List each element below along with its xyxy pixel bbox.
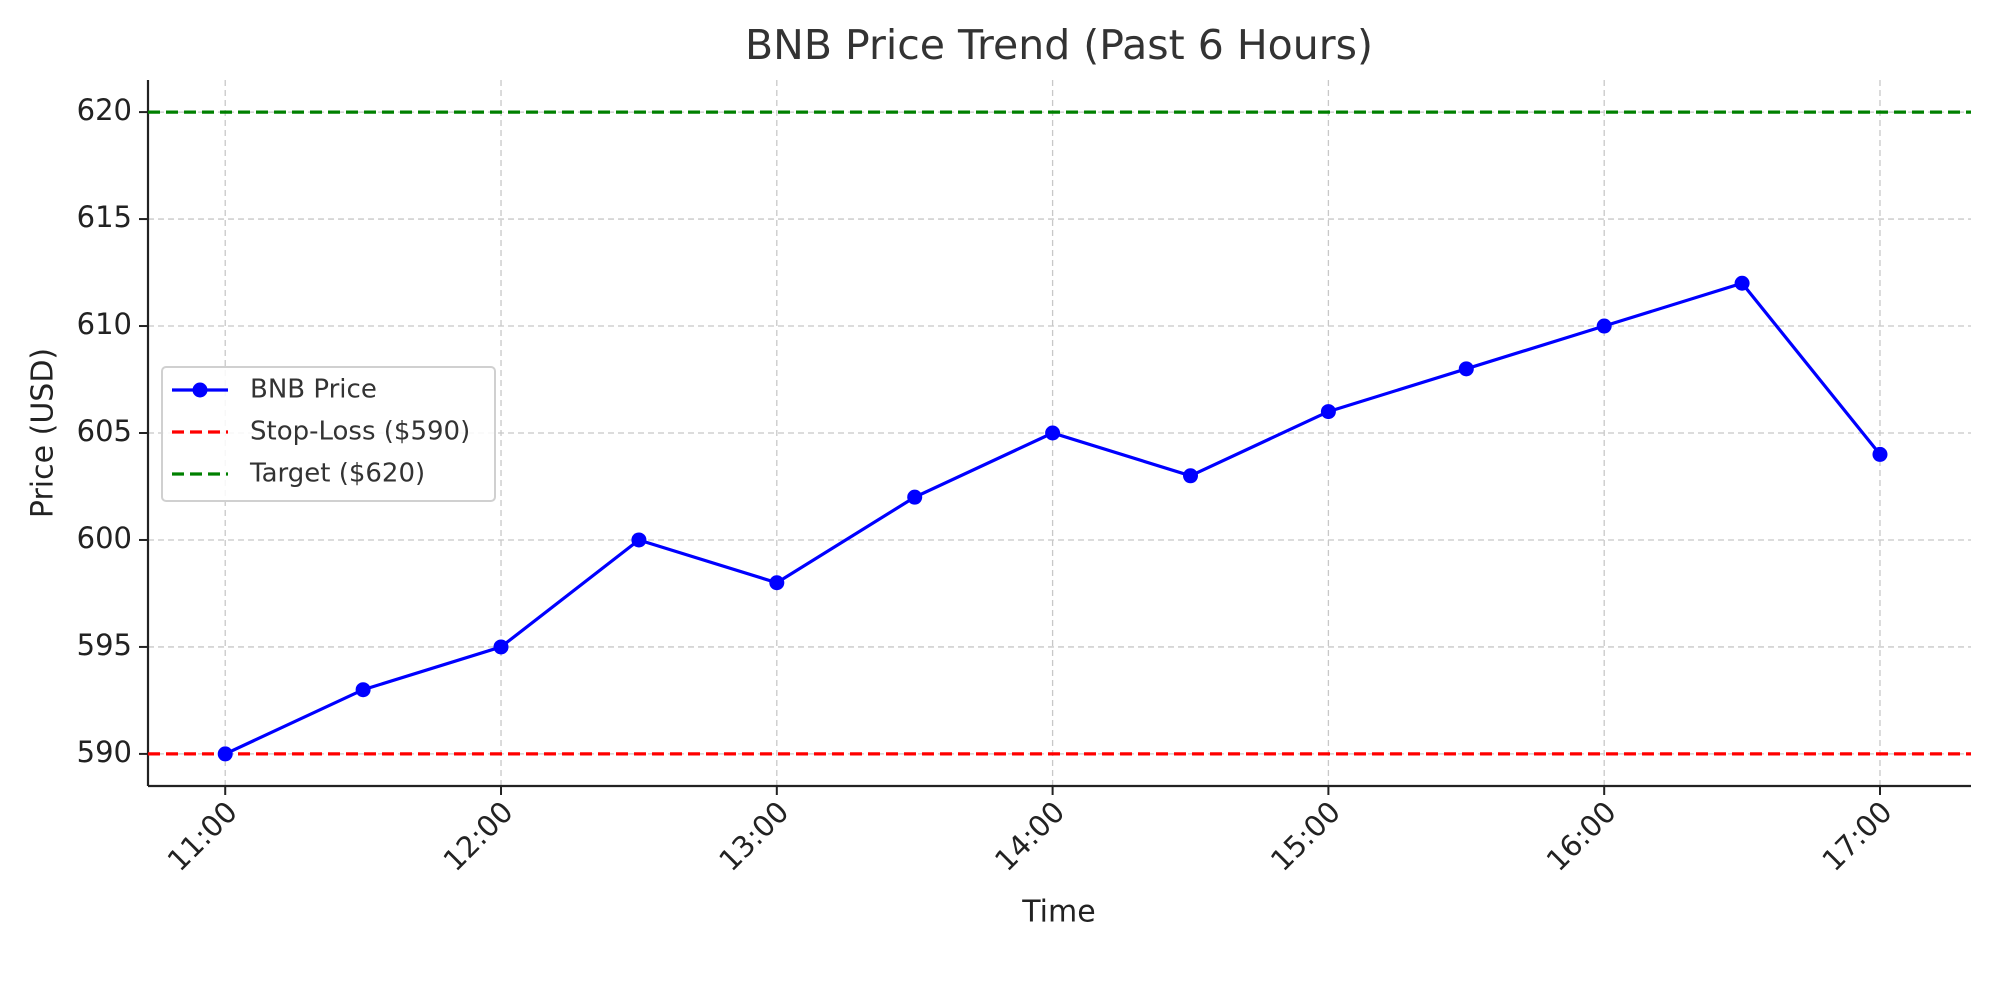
data-point [1320,404,1336,420]
y-axis-label: Price (USD) [26,348,61,518]
legend-box [161,366,496,502]
y-tick-label: 600 [77,521,132,555]
y-tick-label: 595 [77,628,132,662]
data-point [1045,425,1061,441]
legend: BNB Price Stop-Loss ($590) Target ($620) [161,366,496,502]
legend-marker [192,382,208,398]
chart-title: BNB Price Trend (Past 6 Hours) [745,21,1373,69]
data-point [1183,468,1199,484]
data-point [355,682,371,698]
data-point [1872,446,1888,462]
data-point [217,746,233,762]
data-point [907,489,923,505]
y-tick-label: 590 [77,735,132,769]
x-axis-label: Time [1021,895,1095,930]
data-point [769,575,785,591]
data-point [493,639,509,655]
data-point [1734,275,1750,291]
legend-label: Target ($620) [249,459,425,489]
legend-label: BNB Price [250,375,377,405]
y-tick-label: 605 [77,414,132,448]
y-tick-label: 615 [77,200,132,234]
y-tick-label: 610 [77,307,132,341]
data-point [1458,361,1474,377]
legend-label: Stop-Loss ($590) [250,417,470,447]
data-point [1596,318,1612,334]
data-point [631,532,647,548]
y-tick-label: 620 [77,93,132,127]
